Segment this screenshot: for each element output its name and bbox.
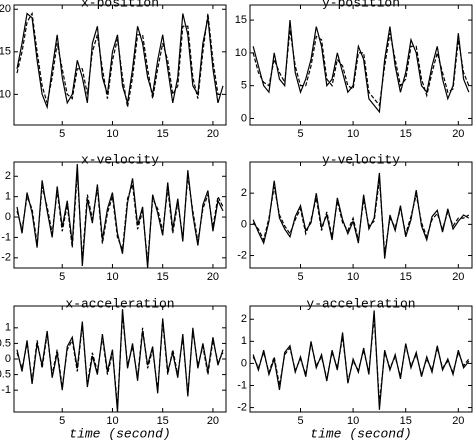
- panel-title: x-velocity: [81, 152, 159, 167]
- y-tick-label: 20: [0, 3, 11, 15]
- y-tick-label: 2: [5, 170, 11, 182]
- x-tick-label: 15: [400, 415, 412, 427]
- data-line: [252, 316, 470, 404]
- data-line: [16, 164, 224, 268]
- axes-frame: [249, 305, 473, 413]
- y-tick-label: -1: [1, 384, 11, 396]
- x-axis-label: time (second): [310, 426, 411, 440]
- y-tick-label: -2: [237, 249, 247, 261]
- panel-title: x-position: [81, 0, 159, 10]
- data-line: [252, 179, 470, 255]
- data-line: [252, 20, 470, 114]
- x-tick-label: 5: [297, 128, 303, 140]
- x-tick-label: 15: [157, 128, 169, 140]
- y-tick-label: 1: [5, 191, 11, 203]
- x-tick-label: 15: [157, 415, 169, 427]
- y-tick-label: 15: [235, 14, 247, 26]
- x-tick-label: 20: [207, 128, 219, 140]
- y-tick-label: 1: [241, 335, 247, 347]
- x-tick-label: 10: [347, 271, 359, 283]
- y-tick-label: 0.5: [0, 337, 11, 349]
- x-tick-label: 5: [297, 271, 303, 283]
- axes-frame: [13, 161, 227, 269]
- y-tick-label: 2: [241, 187, 247, 199]
- x-tick-label: 20: [207, 415, 219, 427]
- y-tick-label: 0: [5, 211, 11, 223]
- y-tick-label: 2: [241, 313, 247, 325]
- x-tick-label: 10: [106, 271, 118, 283]
- x-tick-label: 15: [400, 128, 412, 140]
- x-tick-label: 10: [106, 128, 118, 140]
- y-tick-label: 10: [235, 47, 247, 59]
- y-tick-label: -1: [237, 379, 247, 391]
- panel-title: y-velocity: [322, 152, 400, 167]
- x-tick-label: 5: [59, 415, 65, 427]
- x-tick-label: 15: [157, 271, 169, 283]
- x-tick-label: 20: [207, 271, 219, 283]
- y-tick-label: 15: [0, 46, 11, 58]
- x-axis-label: time (second): [69, 426, 170, 440]
- y-tick-label: 0: [241, 357, 247, 369]
- axes-frame: [249, 161, 473, 269]
- data-line: [16, 309, 224, 412]
- y-tick-label: 0: [241, 218, 247, 230]
- x-tick-label: 15: [400, 271, 412, 283]
- x-tick-label: 20: [452, 271, 464, 283]
- y-tick-label: 5: [241, 80, 247, 92]
- y-tick-label: -2: [1, 252, 11, 264]
- data-line: [252, 29, 470, 107]
- y-tick-label: 0: [5, 353, 11, 365]
- x-tick-label: 20: [452, 128, 464, 140]
- panel-title: y-position: [322, 0, 400, 10]
- data-line: [16, 172, 224, 262]
- panel-title: x-acceleration: [65, 296, 174, 311]
- y-tick-label: 1: [5, 322, 11, 334]
- x-tick-label: 10: [106, 415, 118, 427]
- panel-title: y-acceleration: [306, 296, 415, 311]
- y-tick-label: 10: [0, 88, 11, 100]
- y-tick-label: -1: [1, 231, 11, 243]
- x-tick-label: 5: [59, 128, 65, 140]
- x-tick-label: 5: [59, 271, 65, 283]
- data-line: [16, 315, 224, 406]
- axes-frame: [13, 4, 227, 126]
- x-tick-label: 10: [347, 128, 359, 140]
- y-tick-label: -0.5: [0, 368, 11, 380]
- y-tick-label: 0: [241, 112, 247, 124]
- y-tick-label: -2: [237, 401, 247, 413]
- x-tick-label: 5: [297, 415, 303, 427]
- axes-frame: [249, 4, 473, 126]
- x-tick-label: 10: [347, 415, 359, 427]
- data-line: [16, 11, 223, 108]
- x-tick-label: 20: [452, 415, 464, 427]
